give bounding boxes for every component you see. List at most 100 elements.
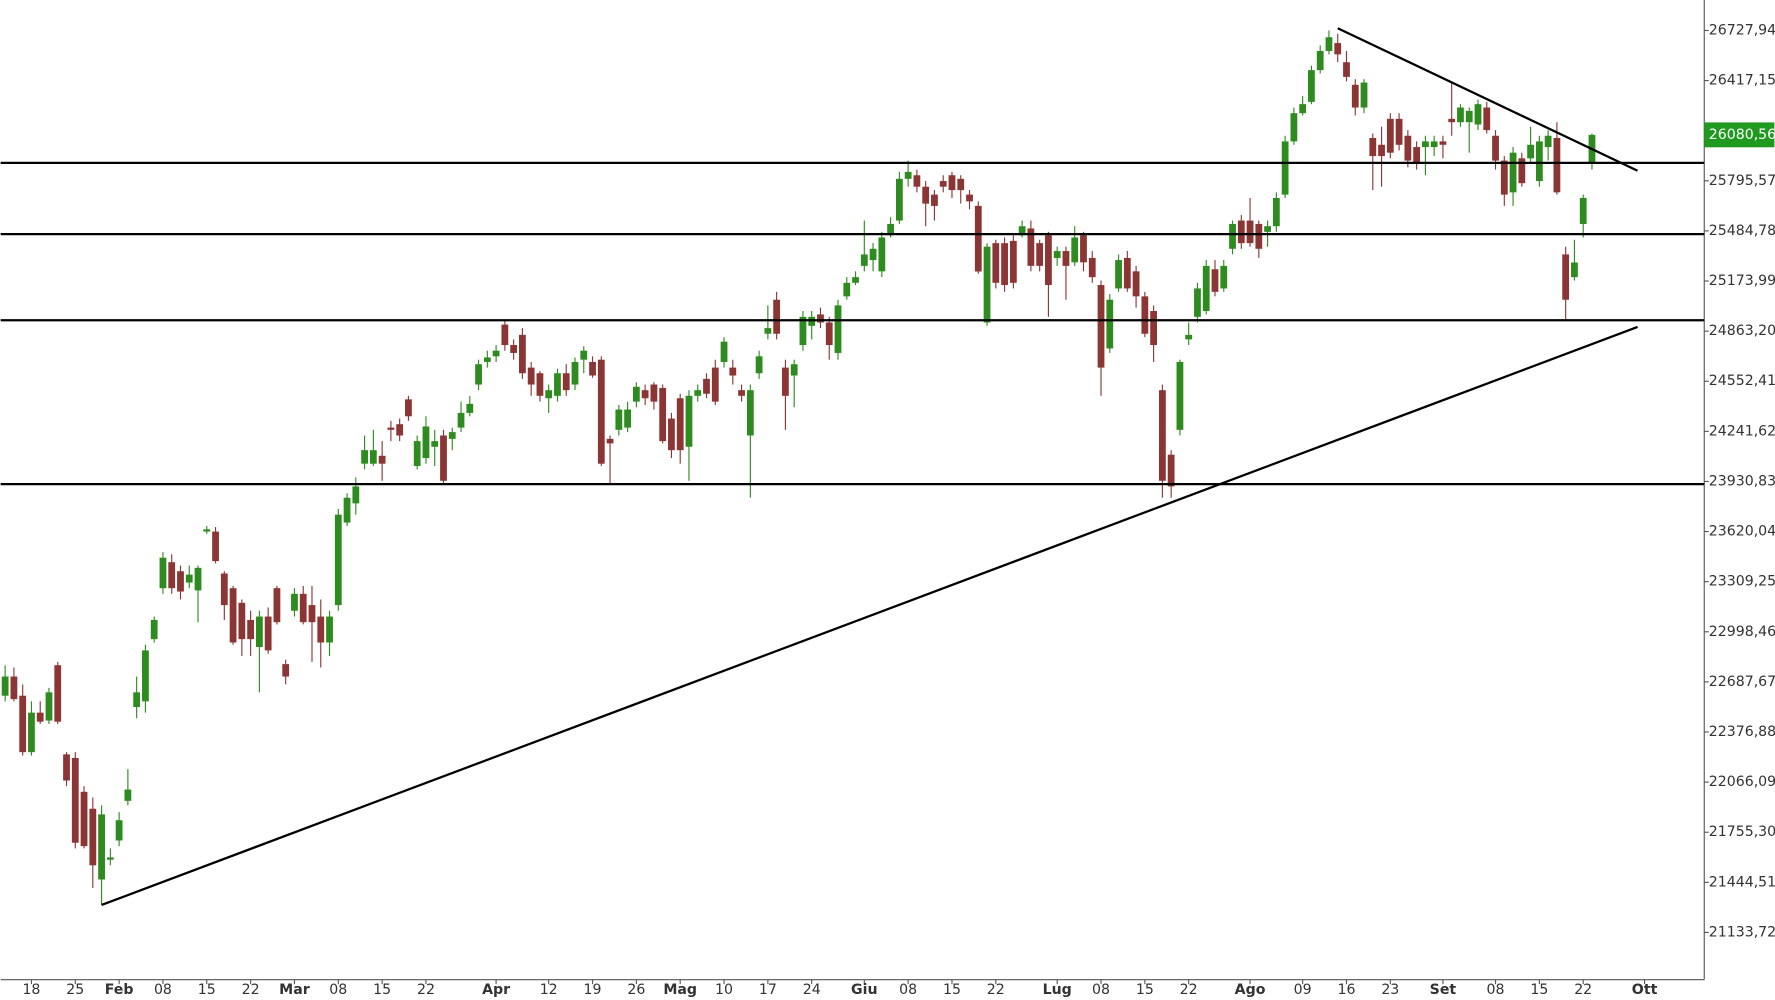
y-tick-label: 25484,78 bbox=[1709, 223, 1775, 239]
candle-body bbox=[1185, 334, 1193, 340]
candle-body bbox=[1457, 107, 1464, 123]
candle-body bbox=[720, 341, 728, 362]
candle-body bbox=[1045, 235, 1052, 286]
candle-body bbox=[1115, 260, 1122, 289]
candle-body bbox=[212, 531, 219, 562]
candle-body bbox=[1422, 141, 1429, 148]
candle-body bbox=[378, 455, 386, 464]
x-tick-label: 22 bbox=[1574, 982, 1592, 998]
candle-body bbox=[694, 390, 702, 396]
candle-body bbox=[1176, 361, 1184, 430]
x-tick-label: Mag bbox=[663, 982, 697, 998]
y-tick-label: 22376,88 bbox=[1709, 724, 1775, 740]
last-price-label: 26080,56 bbox=[1709, 127, 1775, 143]
candle-body bbox=[71, 757, 79, 843]
candle-body bbox=[1141, 296, 1149, 334]
candle-body bbox=[185, 574, 193, 583]
candle-body bbox=[650, 384, 658, 402]
candle-body bbox=[361, 450, 368, 464]
candle-body bbox=[1360, 82, 1368, 108]
x-tick-label: 15 bbox=[1136, 982, 1154, 998]
candle-body bbox=[1220, 265, 1228, 289]
candle-body bbox=[1316, 50, 1324, 71]
y-tick-label: 25173,99 bbox=[1709, 273, 1775, 289]
x-tick-label: Giu bbox=[851, 982, 878, 998]
candle-body bbox=[229, 588, 237, 643]
candle-body bbox=[1562, 254, 1570, 300]
candle-body bbox=[1071, 237, 1079, 263]
candle-body bbox=[282, 664, 290, 677]
candle-body bbox=[247, 619, 255, 640]
candle-body bbox=[1299, 104, 1307, 114]
x-tick-label: Lug bbox=[1043, 982, 1072, 998]
candle-body bbox=[150, 619, 158, 640]
x-tick-label: 23 bbox=[1381, 982, 1399, 998]
candle-body bbox=[1053, 251, 1061, 258]
candle-body bbox=[545, 390, 553, 399]
candle-body bbox=[782, 367, 789, 396]
last-price-box bbox=[1704, 122, 1775, 148]
candle-body bbox=[738, 390, 745, 396]
y-tick-label: 24241,62 bbox=[1709, 423, 1775, 439]
y-tick-label: 24863,20 bbox=[1709, 323, 1775, 339]
candle-body bbox=[773, 299, 781, 334]
candle-body bbox=[1027, 228, 1035, 266]
candle-body bbox=[1518, 158, 1526, 184]
x-tick-label: 17 bbox=[759, 982, 777, 998]
x-tick-label: 18 bbox=[22, 982, 40, 998]
candle-body bbox=[369, 450, 377, 464]
candle-body bbox=[413, 441, 421, 466]
candle-body bbox=[54, 665, 62, 722]
candle-body bbox=[343, 497, 351, 523]
candle-body bbox=[142, 650, 149, 702]
y-tick-label: 21133,72 bbox=[1709, 924, 1775, 940]
y-tick-label: 22066,09 bbox=[1709, 774, 1775, 790]
candle-body bbox=[1009, 240, 1017, 283]
x-tick-label: 22 bbox=[1180, 982, 1198, 998]
candle-body bbox=[264, 616, 272, 651]
candle-body bbox=[1492, 135, 1499, 161]
candle-body bbox=[992, 243, 1000, 283]
candle-body bbox=[755, 356, 763, 374]
candle-body bbox=[80, 791, 88, 847]
candle-body bbox=[641, 390, 649, 399]
candle-body bbox=[492, 350, 500, 357]
candle-body bbox=[1325, 37, 1333, 51]
x-tick-label: 22 bbox=[242, 982, 260, 998]
candle-body bbox=[790, 364, 798, 376]
x-tick-label: 22 bbox=[987, 982, 1005, 998]
candle-body bbox=[685, 395, 693, 447]
candle-body bbox=[308, 605, 316, 623]
candle-body bbox=[501, 324, 509, 346]
candle-body bbox=[1229, 223, 1236, 249]
x-tick-label: 08 bbox=[899, 982, 917, 998]
candle-body bbox=[703, 378, 710, 394]
candle-body bbox=[1571, 262, 1578, 278]
candle-body bbox=[1334, 43, 1342, 55]
x-tick-label: 15 bbox=[373, 982, 391, 998]
candle-body bbox=[1439, 141, 1447, 145]
candle-body bbox=[527, 367, 535, 385]
x-tick-label: 15 bbox=[1530, 982, 1548, 998]
candle-body bbox=[1018, 226, 1026, 236]
x-tick-label: 08 bbox=[329, 982, 347, 998]
y-tick-label: 24552,41 bbox=[1709, 373, 1775, 389]
x-tick-label: 08 bbox=[1487, 982, 1505, 998]
candle-body bbox=[1, 676, 9, 696]
candle-body bbox=[317, 616, 325, 643]
candle-body bbox=[852, 277, 859, 283]
x-tick-label: 22 bbox=[417, 982, 435, 998]
candle-body bbox=[1527, 144, 1534, 159]
candle-body bbox=[1255, 223, 1263, 249]
y-tick-label: 22998,46 bbox=[1709, 624, 1775, 640]
y-tick-label: 26727,94 bbox=[1709, 22, 1775, 38]
candle-body bbox=[974, 205, 982, 272]
candle-body bbox=[554, 373, 561, 396]
candle-body bbox=[1386, 118, 1394, 153]
candle-body bbox=[606, 438, 614, 444]
candle-body bbox=[1106, 299, 1114, 349]
candle-body bbox=[238, 602, 246, 640]
x-tick-label: 26 bbox=[627, 982, 645, 998]
candle-body bbox=[764, 328, 772, 334]
